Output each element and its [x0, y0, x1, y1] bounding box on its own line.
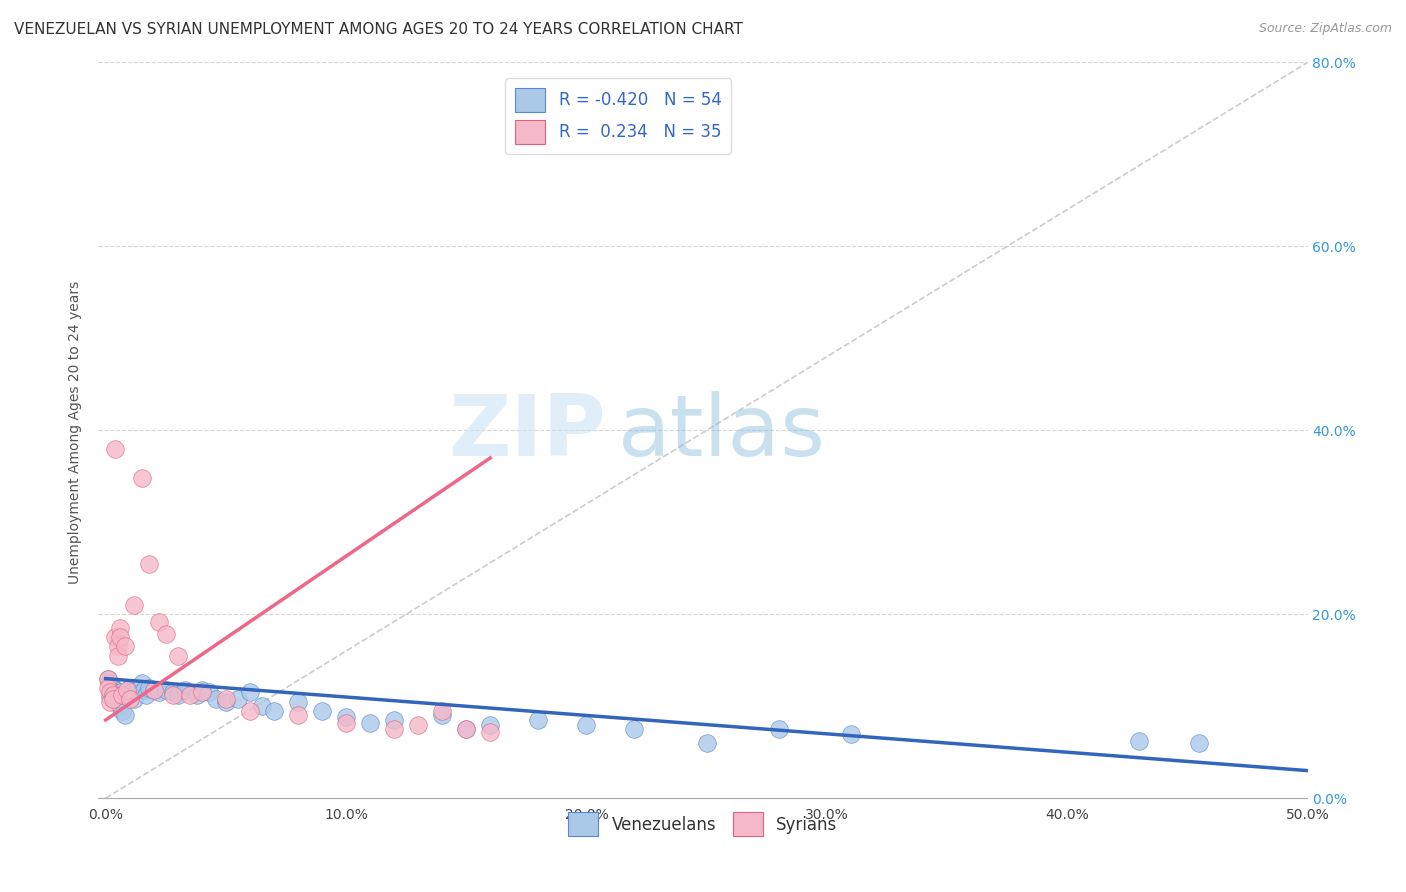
Point	[117, 688, 139, 702]
Point	[104, 682, 127, 697]
Y-axis label: Unemployment Among Ages 20 to 24 years: Unemployment Among Ages 20 to 24 years	[69, 281, 83, 584]
Point	[100, 695, 122, 709]
Point	[101, 685, 124, 699]
Point	[191, 685, 214, 699]
Point	[108, 630, 131, 644]
Point	[359, 715, 381, 730]
Point	[131, 471, 153, 485]
Point	[162, 685, 184, 699]
Point	[382, 723, 405, 737]
Point	[166, 648, 188, 663]
Point	[406, 717, 429, 731]
Point	[287, 695, 309, 709]
Point	[100, 676, 122, 690]
Point	[148, 615, 170, 629]
Point	[104, 442, 127, 456]
Point	[311, 704, 333, 718]
Point	[118, 681, 141, 695]
Point	[179, 688, 201, 702]
Point	[131, 676, 153, 690]
Point	[118, 691, 141, 706]
Point	[186, 688, 208, 702]
Point	[205, 691, 228, 706]
Point	[142, 682, 165, 697]
Point	[768, 723, 790, 737]
Point	[839, 727, 862, 741]
Point	[108, 621, 131, 635]
Point	[527, 713, 550, 727]
Point	[456, 723, 478, 737]
Point	[479, 725, 502, 739]
Point	[104, 630, 127, 644]
Point	[108, 699, 131, 714]
Point	[107, 648, 129, 663]
Point	[155, 627, 177, 641]
Point	[198, 685, 221, 699]
Point	[148, 685, 170, 699]
Point	[215, 695, 238, 709]
Point	[162, 688, 184, 702]
Point	[101, 681, 124, 695]
Point	[239, 704, 262, 718]
Point	[107, 688, 129, 702]
Point	[111, 691, 134, 706]
Text: ZIP: ZIP	[449, 391, 606, 475]
Point	[97, 672, 120, 686]
Point	[239, 685, 262, 699]
Point	[101, 688, 124, 702]
Point	[101, 691, 124, 706]
Point	[135, 688, 157, 702]
Point	[335, 710, 357, 724]
Point	[114, 640, 136, 654]
Point	[430, 708, 453, 723]
Point	[142, 682, 165, 697]
Point	[335, 715, 357, 730]
Point	[111, 704, 134, 718]
Point	[287, 708, 309, 723]
Point	[1128, 734, 1150, 748]
Point	[138, 681, 160, 695]
Text: atlas: atlas	[619, 391, 827, 475]
Point	[215, 691, 238, 706]
Text: VENEZUELAN VS SYRIAN UNEMPLOYMENT AMONG AGES 20 TO 24 YEARS CORRELATION CHART: VENEZUELAN VS SYRIAN UNEMPLOYMENT AMONG …	[14, 22, 742, 37]
Point	[138, 557, 160, 571]
Point	[104, 691, 127, 706]
Point	[479, 717, 502, 731]
Point	[226, 691, 249, 706]
Point	[121, 685, 143, 699]
Point	[166, 688, 188, 702]
Point	[696, 736, 718, 750]
Point	[117, 682, 139, 697]
Point	[107, 640, 129, 654]
Point	[430, 704, 453, 718]
Point	[456, 723, 478, 737]
Point	[382, 713, 405, 727]
Point	[114, 708, 136, 723]
Point	[174, 682, 197, 697]
Text: Source: ZipAtlas.com: Source: ZipAtlas.com	[1258, 22, 1392, 36]
Point	[125, 682, 148, 697]
Point	[100, 685, 122, 699]
Point	[623, 723, 645, 737]
Point	[250, 699, 273, 714]
Point	[263, 704, 285, 718]
Legend: Venezuelans, Syrians: Venezuelans, Syrians	[562, 805, 844, 843]
Point	[97, 672, 120, 686]
Point	[107, 695, 129, 709]
Point	[132, 682, 155, 697]
Point	[124, 691, 146, 706]
Point	[155, 682, 177, 697]
Point	[575, 717, 598, 731]
Point	[111, 688, 134, 702]
Point	[1188, 736, 1211, 750]
Point	[97, 681, 120, 695]
Point	[124, 598, 146, 612]
Point	[191, 682, 214, 697]
Point	[100, 690, 122, 704]
Point	[108, 685, 131, 699]
